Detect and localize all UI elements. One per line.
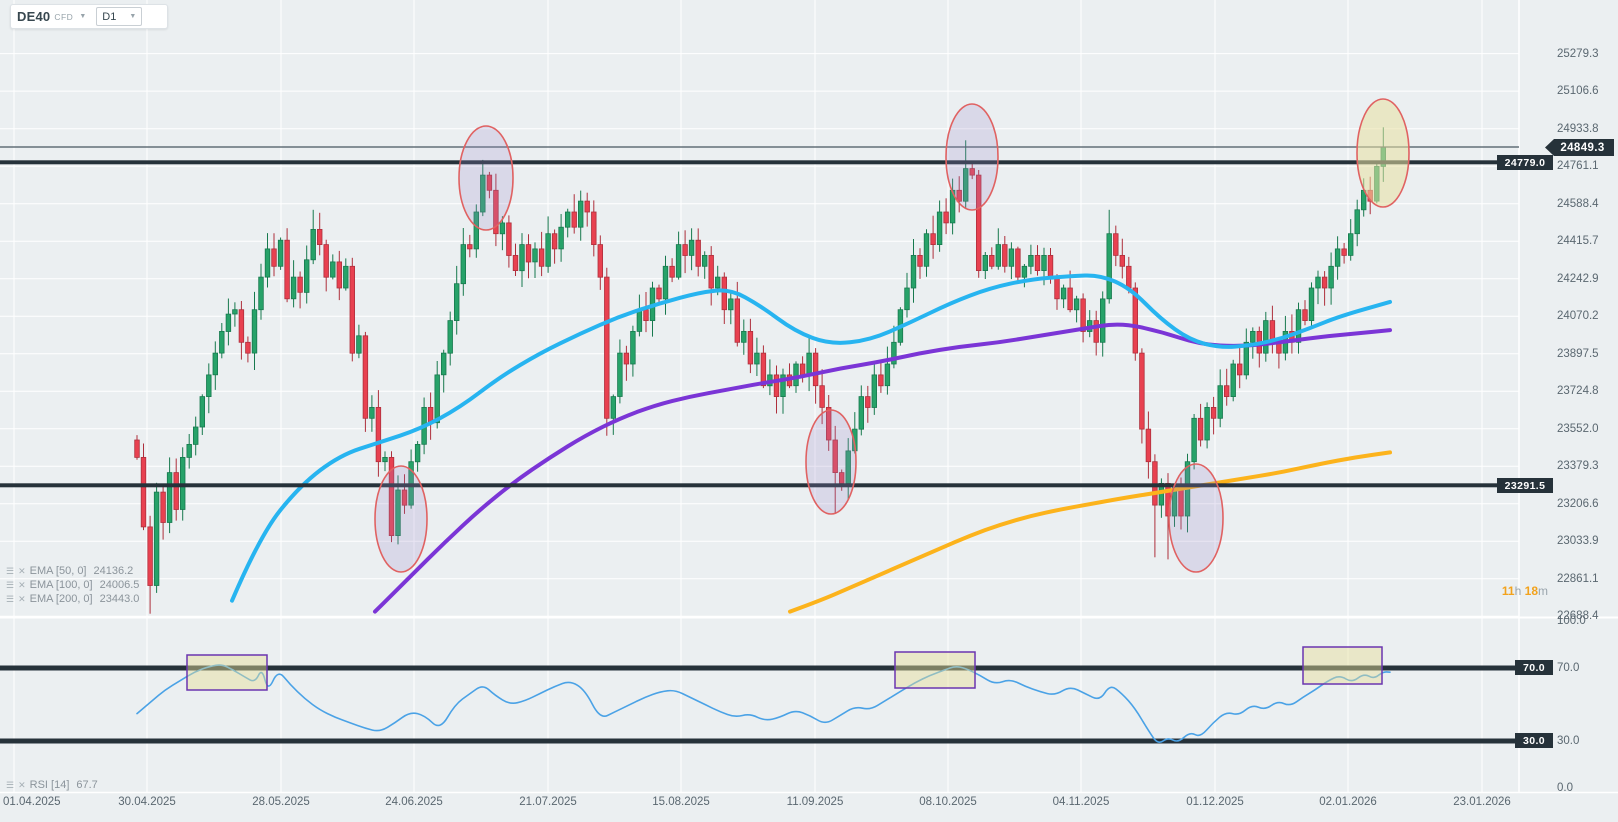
rsi-axis-label: 0.0 <box>1557 782 1573 794</box>
time-axis-label: 11.09.2025 <box>786 796 844 808</box>
price-axis-label: 24761.1 <box>1557 160 1599 173</box>
symbol-chevron-down-icon[interactable]: ▼ <box>79 13 87 20</box>
price-axis-label: 23897.5 <box>1557 347 1599 360</box>
indicator-settings-icon[interactable]: ☰ <box>6 580 15 590</box>
indicator-value: 24006.5 <box>99 579 140 591</box>
time-axis-label: 15.08.2025 <box>652 796 710 808</box>
time-axis-label: 08.10.2025 <box>919 796 977 808</box>
market-type-label: CFD <box>54 11 74 22</box>
rsi-axis-label: 30.0 <box>1557 735 1580 747</box>
time-axis-label: 01.12.2025 <box>1186 796 1244 808</box>
time-axis-label: 02.01.2026 <box>1319 796 1377 808</box>
support-level-badge: 23291.5 <box>1497 478 1553 493</box>
chart-toolbar: DE40 CFD ▼ D1 ▼ <box>10 4 168 29</box>
indicator-label: EMA [50, 0] <box>29 565 87 577</box>
time-axis-label: 23.01.2026 <box>1453 796 1511 808</box>
candle-countdown: 11h 18m <box>1501 584 1548 598</box>
timeframe-select[interactable]: D1 ▼ <box>96 7 143 26</box>
ema-legend-row: ☰ ✕ EMA [100, 0] 24006.5 <box>6 578 139 592</box>
price-axis-label: 22688.4 <box>1557 610 1599 623</box>
time-axis-label: 30.04.2025 <box>118 796 176 808</box>
indicator-remove-icon[interactable]: ✕ <box>18 780 26 790</box>
ema-legend: ☰ ✕ EMA [50, 0] 24136.2 ☰ ✕ EMA [100, 0] 24006.… <box>6 564 139 606</box>
time-axis-label: 04.11.2025 <box>1052 796 1110 808</box>
indicator-settings-icon[interactable]: ☰ <box>6 566 15 576</box>
ema-legend-row: ☰ ✕ EMA [200, 0] 23443.0 <box>6 592 139 606</box>
current-price-badge: 24849.3 <box>1545 139 1614 156</box>
price-axis-label: 24070.2 <box>1557 310 1599 323</box>
price-axis-label: 23033.9 <box>1557 535 1599 548</box>
symbol-label[interactable]: DE40 <box>17 9 51 24</box>
indicator-value: 24136.2 <box>93 565 134 577</box>
price-axis-label: 23379.3 <box>1557 460 1599 473</box>
resistance-level-badge: 24779.0 <box>1497 155 1553 170</box>
price-axis-label: 23552.0 <box>1557 422 1599 435</box>
rsi-legend-row: ☰ ✕ RSI [14] 67.7 <box>6 778 98 792</box>
timeframe-value: D1 <box>102 10 117 23</box>
rsi-30-badge: 30.0 <box>1515 733 1553 748</box>
indicator-value: 67.7 <box>76 779 98 791</box>
price-axis-label: 25106.6 <box>1557 85 1599 98</box>
time-axis-label: 24.06.2025 <box>385 796 443 808</box>
price-axis-label: 24415.7 <box>1557 235 1599 248</box>
time-axis-label: 28.05.2025 <box>252 796 310 808</box>
indicator-remove-icon[interactable]: ✕ <box>18 566 26 576</box>
rsi-legend: ☰ ✕ RSI [14] 67.7 <box>6 778 98 792</box>
price-axis-label: 23724.8 <box>1557 385 1599 398</box>
timeframe-chevron-down-icon: ▼ <box>129 13 137 20</box>
price-axis-label: 24933.8 <box>1557 122 1599 135</box>
time-axis-label: 21.07.2025 <box>519 796 577 808</box>
price-axis-label: 23206.6 <box>1557 497 1599 510</box>
price-axis-label: 24588.4 <box>1557 197 1599 210</box>
ema-legend-row: ☰ ✕ EMA [50, 0] 24136.2 <box>6 564 139 578</box>
indicator-label: EMA [100, 0] <box>29 579 93 591</box>
price-axis-label: 25279.3 <box>1557 47 1599 60</box>
price-axis-label: 24242.9 <box>1557 272 1599 285</box>
indicator-remove-icon[interactable]: ✕ <box>18 594 26 604</box>
indicator-label: EMA [200, 0] <box>29 593 93 605</box>
price-axis-label: 22861.1 <box>1557 572 1599 585</box>
indicator-value: 23443.0 <box>99 593 140 605</box>
rsi-axis-label: 100.0 <box>1557 615 1586 627</box>
rsi-70-badge: 70.0 <box>1515 660 1553 675</box>
indicator-remove-icon[interactable]: ✕ <box>18 580 26 590</box>
indicator-settings-icon[interactable]: ☰ <box>6 780 15 790</box>
rsi-axis-label: 70.0 <box>1557 662 1580 674</box>
indicator-label: RSI [14] <box>29 779 70 791</box>
time-axis-label: 01.04.2025 <box>3 796 61 808</box>
indicator-settings-icon[interactable]: ☰ <box>6 594 15 604</box>
